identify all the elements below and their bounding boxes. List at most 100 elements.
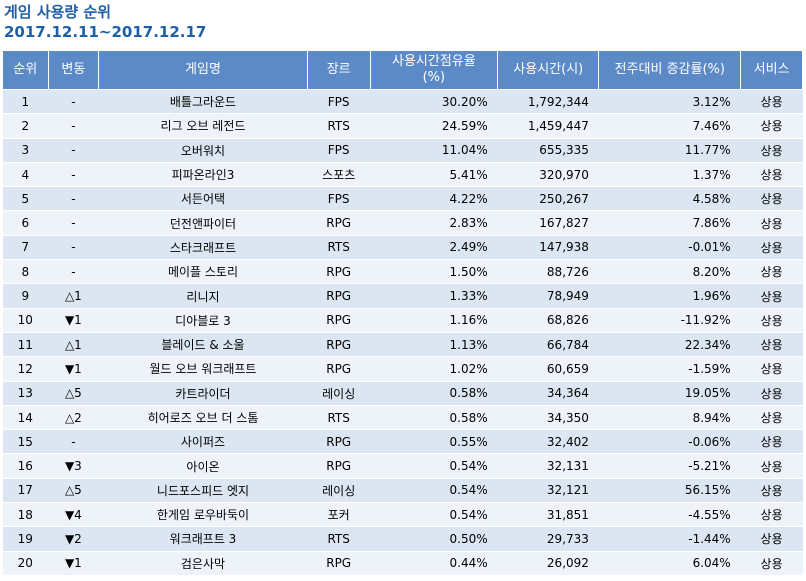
hours-cell: 320,970 bbox=[497, 162, 599, 188]
hours-cell: 32,402 bbox=[497, 429, 599, 455]
genre-cell: RPG bbox=[307, 259, 371, 285]
hours-cell: 32,131 bbox=[497, 453, 599, 479]
share-cell: 0.58% bbox=[370, 405, 498, 431]
share-cell: 30.20% bbox=[370, 89, 498, 115]
genre-cell: RTS bbox=[307, 526, 371, 552]
game-name-cell: 니드포스피드 엣지 bbox=[98, 478, 308, 504]
game-name-cell: 메이플 스토리 bbox=[98, 259, 308, 285]
rank-cell: 7 bbox=[2, 235, 49, 261]
genre-cell: RPG bbox=[307, 356, 371, 382]
hours-cell: 32,121 bbox=[497, 478, 599, 504]
service-cell: 상용 bbox=[740, 162, 803, 188]
table-row: 15- 사이퍼즈 RPG 0.55% 32,402 -0.06% 상용 bbox=[2, 429, 803, 455]
share-cell: 1.02% bbox=[370, 356, 498, 382]
game-name-cell: 워크래프트 3 bbox=[98, 526, 308, 552]
hours-cell: 26,092 bbox=[497, 551, 599, 576]
wow-change-cell: -0.01% bbox=[598, 235, 741, 261]
table-row: 13 △5 카트라이더 레이싱 0.58% 34,364 19.05% 상용 bbox=[2, 381, 803, 406]
game-usage-ranking-table: 순위 변동 게임명 장르 사용시간점유율 (%) 사용시간(시) 전주대비 증감률(%) 서비스… bbox=[2, 50, 803, 576]
change-cell: - bbox=[48, 186, 99, 212]
share-cell: 4.22% bbox=[370, 186, 498, 212]
rank-cell: 5 bbox=[2, 186, 49, 212]
rank-cell: 11 bbox=[2, 332, 49, 358]
rank-cell: 20 bbox=[2, 551, 49, 576]
share-header: 사용시간점유율 (%) bbox=[369, 50, 499, 90]
rank-cell: 3 bbox=[2, 138, 49, 163]
page-title: 게임 사용량 순위 bbox=[4, 3, 112, 21]
game-name-cell: 오버워치 bbox=[98, 138, 308, 163]
share-cell: 0.54% bbox=[370, 478, 498, 504]
genre-cell: FPS bbox=[307, 186, 371, 212]
hours-cell: 68,826 bbox=[497, 308, 599, 333]
change-cell: - bbox=[48, 429, 99, 455]
rank-cell: 17 bbox=[2, 478, 49, 504]
share-cell: 1.33% bbox=[370, 283, 498, 309]
genre-cell: 레이싱 bbox=[307, 381, 371, 406]
service-cell: 상용 bbox=[740, 210, 803, 236]
header-row: 순위 변동 게임명 장르 사용시간점유율 (%) 사용시간(시) 전주대비 증감률(%) 서비스 bbox=[2, 50, 803, 90]
service-header: 서비스 bbox=[740, 50, 803, 90]
rank-header: 순위 bbox=[2, 50, 49, 90]
change-cell: - bbox=[48, 138, 99, 163]
genre-cell: RPG bbox=[307, 283, 371, 309]
genre-cell: 포커 bbox=[307, 502, 371, 528]
genre-cell: FPS bbox=[307, 89, 371, 115]
service-cell: 상용 bbox=[740, 502, 803, 528]
game-name-cell: 리그 오브 레전드 bbox=[98, 113, 308, 139]
wow-change-cell: 7.86% bbox=[598, 210, 741, 236]
service-cell: 상용 bbox=[740, 429, 803, 455]
change-cell: ▼1 bbox=[48, 356, 99, 382]
rank-cell: 15 bbox=[2, 429, 49, 455]
wow-change-cell: -1.59% bbox=[598, 356, 741, 382]
genre-cell: RPG bbox=[307, 429, 371, 455]
change-cell: - bbox=[48, 89, 99, 115]
game-name-cell: 배틀그라운드 bbox=[98, 89, 308, 115]
hours-cell: 1,459,447 bbox=[497, 113, 599, 139]
rank-cell: 12 bbox=[2, 356, 49, 382]
hours-cell: 78,949 bbox=[497, 283, 599, 309]
rank-cell: 16 bbox=[2, 453, 49, 479]
service-cell: 상용 bbox=[740, 186, 803, 212]
genre-cell: RPG bbox=[307, 308, 371, 333]
rank-cell: 13 bbox=[2, 381, 49, 406]
wow-change-cell: 8.20% bbox=[598, 259, 741, 285]
genre-cell: 스포츠 bbox=[307, 162, 371, 188]
service-cell: 상용 bbox=[740, 332, 803, 358]
change-cell: ▼3 bbox=[48, 453, 99, 479]
game-name-cell: 블레이드 & 소울 bbox=[98, 332, 308, 358]
service-cell: 상용 bbox=[740, 283, 803, 309]
genre-header: 장르 bbox=[306, 50, 371, 90]
genre-cell: RPG bbox=[307, 332, 371, 358]
table-row: 3- 오버워치 FPS 11.04% 655,335 11.77% 상용 bbox=[2, 138, 803, 163]
table-row: 2- 리그 오브 레전드 RTS 24.59% 1,459,447 7.46% 상용 bbox=[2, 113, 803, 139]
change-cell: △1 bbox=[48, 283, 99, 309]
service-cell: 상용 bbox=[740, 405, 803, 431]
change-cell: △5 bbox=[48, 381, 99, 406]
wow-change-cell: -5.21% bbox=[598, 453, 741, 479]
change-cell: △5 bbox=[48, 478, 99, 504]
hours-cell: 34,364 bbox=[497, 381, 599, 406]
wow-change-cell: 7.46% bbox=[598, 113, 741, 139]
share-cell: 0.54% bbox=[370, 453, 498, 479]
game-name-header: 게임명 bbox=[98, 50, 308, 90]
wow-change-cell: 11.77% bbox=[598, 138, 741, 163]
share-cell: 0.50% bbox=[370, 526, 498, 552]
change-cell: - bbox=[48, 210, 99, 236]
hours-cell: 34,350 bbox=[497, 405, 599, 431]
genre-cell: RPG bbox=[307, 551, 371, 576]
table-row: 5- 서든어택 FPS 4.22% 250,267 4.58% 상용 bbox=[2, 186, 803, 212]
share-cell: 2.49% bbox=[370, 235, 498, 261]
service-cell: 상용 bbox=[740, 89, 803, 115]
share-cell: 24.59% bbox=[370, 113, 498, 139]
genre-cell: RTS bbox=[307, 113, 371, 139]
rank-cell: 14 bbox=[2, 405, 49, 431]
rank-cell: 6 bbox=[2, 210, 49, 236]
wow-change-cell: 8.94% bbox=[598, 405, 741, 431]
game-name-cell: 디아블로 3 bbox=[98, 308, 308, 333]
game-name-cell: 사이퍼즈 bbox=[98, 429, 308, 455]
change-cell: ▼4 bbox=[48, 502, 99, 528]
genre-cell: RTS bbox=[307, 235, 371, 261]
game-name-cell: 리니지 bbox=[98, 283, 308, 309]
rank-cell: 9 bbox=[2, 283, 49, 309]
wow-change-cell: 22.34% bbox=[598, 332, 741, 358]
